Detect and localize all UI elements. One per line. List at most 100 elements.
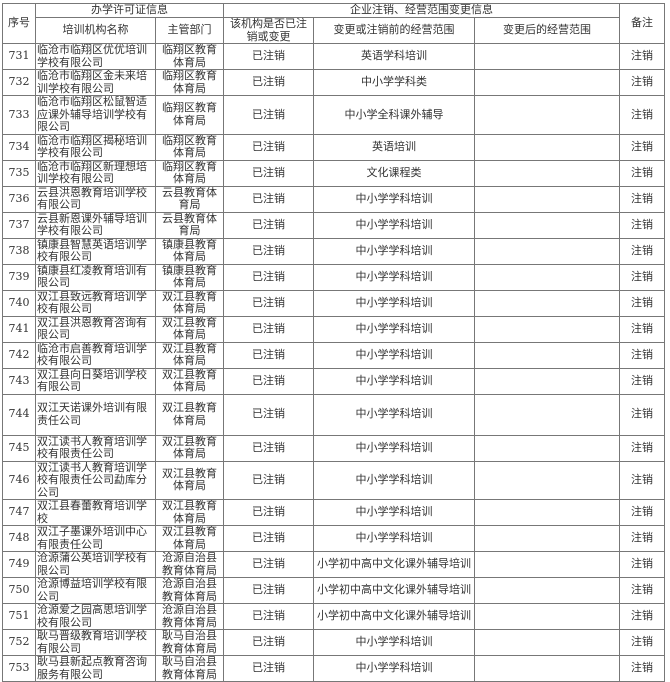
cell-note: 注销 xyxy=(619,460,666,500)
cell-seq: 750 xyxy=(2,577,36,604)
cell-before: 中小学学科类 xyxy=(313,69,475,96)
cell-seq: 740 xyxy=(2,289,36,317)
table-row: 747 双江县春蕾教育培训学校 双江县教育体育局 已注销 中小学学科培训 注销 xyxy=(2,499,666,526)
cell-before: 中小学学科培训 xyxy=(313,434,475,462)
cell-status: 已注销 xyxy=(223,629,314,656)
cell-after xyxy=(473,237,621,265)
cell-name: 临沧市启善教育培训学校有限公司 xyxy=(35,341,156,369)
cell-seq: 751 xyxy=(2,603,36,630)
cell-before: 中小学学科培训 xyxy=(313,393,475,436)
cell-dept: 双江县教育体育局 xyxy=(155,499,224,526)
table-row: 746 双江读书人教育培训学校有限责任公司勐库分公司 双江县教育体育局 已注销 中小学学… xyxy=(2,460,666,500)
table-row: 749 沧源蒲公英培训学校有限公司 沧源自治县教育体育局 已注销 小学初中高中文化课外辅… xyxy=(2,551,666,578)
cell-name: 临沧市临翔区松鼠智适应课外辅导培训学校有限公司 xyxy=(35,95,156,135)
cell-note: 注销 xyxy=(619,655,666,682)
cell-note: 注销 xyxy=(619,289,666,317)
cell-before: 中小学学科培训 xyxy=(313,499,475,526)
table-row: 739 镇康县红凌教育培训有限公司 镇康县教育体育局 已注销 中小学学科培训 注销 xyxy=(2,263,666,291)
cell-status: 已注销 xyxy=(223,499,314,526)
cell-before: 小学初中高中文化课外辅导培训 xyxy=(313,603,475,630)
cell-after xyxy=(473,499,621,526)
cell-note: 注销 xyxy=(619,367,666,395)
cell-seq: 749 xyxy=(2,551,36,578)
cell-note: 注销 xyxy=(619,43,666,70)
cell-status: 已注销 xyxy=(223,341,314,369)
cell-status: 已注销 xyxy=(223,237,314,265)
cell-before: 中小学学科培训 xyxy=(313,525,475,552)
cell-name: 双江读书人教育培训学校有限责任公司 xyxy=(35,434,156,462)
cell-before: 中小学学科培训 xyxy=(313,629,475,656)
cell-status: 已注销 xyxy=(223,315,314,343)
cell-name: 临沧市临翔区新理想培训学校有限公司 xyxy=(35,159,156,187)
cell-before: 中小学学科培训 xyxy=(313,263,475,291)
cell-seq: 731 xyxy=(2,43,36,70)
header-license-group: 办学许可证信息 xyxy=(35,3,224,18)
table-row: 733 临沧市临翔区松鼠智适应课外辅导培训学校有限公司 临翔区教育体育局 已注销 中小学… xyxy=(2,95,666,135)
cell-dept: 耿马自治县教育体育局 xyxy=(155,629,224,656)
cell-before: 英语学科培训 xyxy=(313,43,475,70)
cell-dept: 临翔区教育体育局 xyxy=(155,159,224,187)
cell-status: 已注销 xyxy=(223,289,314,317)
cell-after xyxy=(473,159,621,187)
cell-name: 云县洪恩教育培训学校有限公司 xyxy=(35,185,156,213)
cell-seq: 742 xyxy=(2,341,36,369)
cell-note: 注销 xyxy=(619,499,666,526)
cell-status: 已注销 xyxy=(223,655,314,682)
cell-name: 沧源博益培训学校有限公司 xyxy=(35,577,156,604)
cell-name: 沧源蒲公英培训学校有限公司 xyxy=(35,551,156,578)
cell-dept: 临翔区教育体育局 xyxy=(155,95,224,135)
cell-before: 中小学全科课外辅导 xyxy=(313,95,475,135)
cell-note: 注销 xyxy=(619,133,666,161)
table-row: 736 云县洪恩教育培训学校有限公司 云县教育体育局 已注销 中小学学科培训 注销 xyxy=(2,185,666,213)
cell-after xyxy=(473,95,621,135)
cell-before: 中小学学科培训 xyxy=(313,460,475,500)
cell-after xyxy=(473,289,621,317)
cell-dept: 沧源自治县教育体育局 xyxy=(155,603,224,630)
cell-after xyxy=(473,551,621,578)
table-row: 744 双江天诺课外培训有限责任公司 双江县教育体育局 已注销 中小学学科培训 注销 xyxy=(2,393,666,436)
cell-dept: 沧源自治县教育体育局 xyxy=(155,551,224,578)
cell-name: 耿马晋级教育培训学校有限公司 xyxy=(35,629,156,656)
cell-status: 已注销 xyxy=(223,551,314,578)
cell-dept: 临翔区教育体育局 xyxy=(155,133,224,161)
table-row: 735 临沧市临翔区新理想培训学校有限公司 临翔区教育体育局 已注销 文化课程类 注销 xyxy=(2,159,666,187)
cell-name: 双江县洪恩教育咨询有限公司 xyxy=(35,315,156,343)
table-row: 732 临沧市临翔区金未来培训学校有限公司 临翔区教育体育局 已注销 中小学学科类 注销 xyxy=(2,69,666,96)
table-row: 741 双江县洪恩教育咨询有限公司 双江县教育体育局 已注销 中小学学科培训 注销 xyxy=(2,315,666,343)
cell-seq: 747 xyxy=(2,499,36,526)
cell-name: 临沧市临翔区金未来培训学校有限公司 xyxy=(35,69,156,96)
table-row: 734 临沧市临翔区揭秘培训学校有限公司 临翔区教育体育局 已注销 英语培训 注销 xyxy=(2,133,666,161)
header-note: 备注 xyxy=(619,3,666,44)
cell-name: 双江天诺课外培训有限责任公司 xyxy=(35,393,156,436)
cell-name: 临沧市临翔区揭秘培训学校有限公司 xyxy=(35,133,156,161)
cell-seq: 738 xyxy=(2,237,36,265)
header-name: 培训机构名称 xyxy=(35,17,156,44)
cell-after xyxy=(473,341,621,369)
cell-before: 中小学学科培训 xyxy=(313,655,475,682)
cell-status: 已注销 xyxy=(223,434,314,462)
cell-after xyxy=(473,315,621,343)
cell-note: 注销 xyxy=(619,341,666,369)
cell-name: 耿马县新起点教育咨询服务有限公司 xyxy=(35,655,156,682)
cell-status: 已注销 xyxy=(223,211,314,239)
cell-dept: 临翔区教育体育局 xyxy=(155,43,224,70)
cell-status: 已注销 xyxy=(223,393,314,436)
cell-dept: 双江县教育体育局 xyxy=(155,393,224,436)
cell-after xyxy=(473,69,621,96)
cell-note: 注销 xyxy=(619,551,666,578)
cell-after xyxy=(473,185,621,213)
cell-status: 已注销 xyxy=(223,159,314,187)
table-row: 752 耿马晋级教育培训学校有限公司 耿马自治县教育体育局 已注销 中小学学科培训 注销 xyxy=(2,629,666,656)
cell-note: 注销 xyxy=(619,69,666,96)
cell-seq: 748 xyxy=(2,525,36,552)
cell-seq: 744 xyxy=(2,393,36,436)
cell-name: 镇康县智慧英语培训学校有限公司 xyxy=(35,237,156,265)
table-row: 731 临沧市临翔区优优培训学校有限公司 临翔区教育体育局 已注销 英语学科培训 注销 xyxy=(2,43,666,70)
cell-status: 已注销 xyxy=(223,133,314,161)
cell-before: 中小学学科培训 xyxy=(313,237,475,265)
header-seq: 序号 xyxy=(2,3,36,44)
cell-status: 已注销 xyxy=(223,185,314,213)
cell-dept: 沧源自治县教育体育局 xyxy=(155,577,224,604)
cell-name: 临沧市临翔区优优培训学校有限公司 xyxy=(35,43,156,70)
cell-name: 云县新恩课外辅导培训学校有限公司 xyxy=(35,211,156,239)
